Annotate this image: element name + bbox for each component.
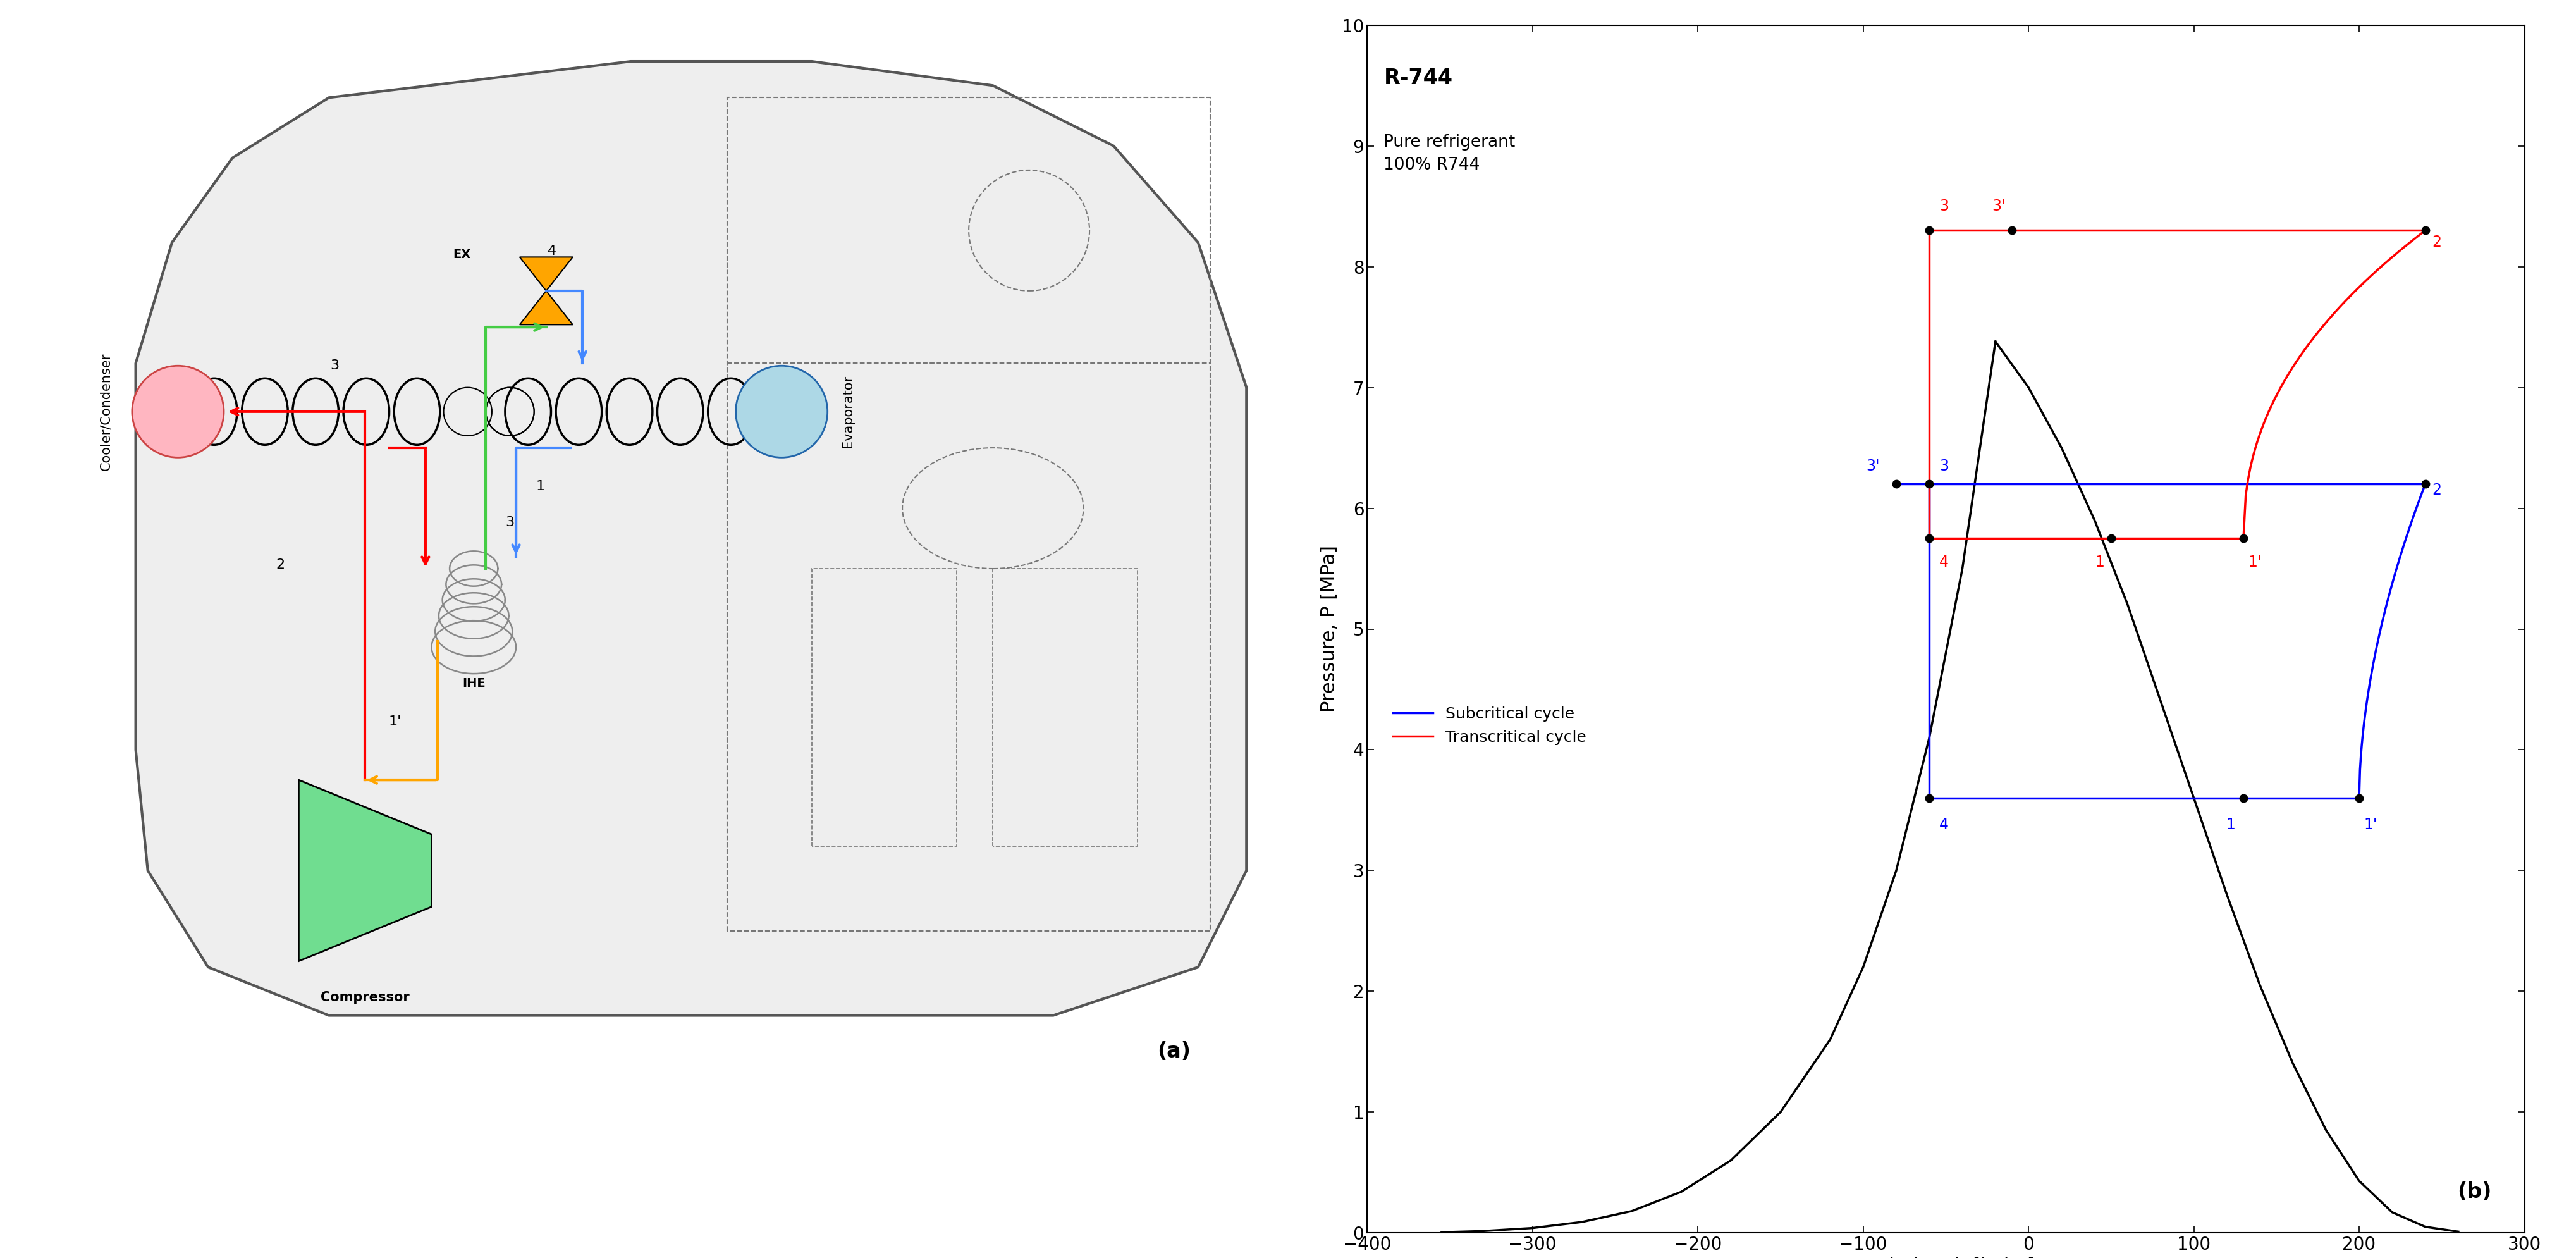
Text: 1: 1 — [2226, 816, 2236, 833]
Text: (b): (b) — [2458, 1181, 2491, 1203]
Text: 4: 4 — [549, 244, 556, 257]
Text: 3: 3 — [505, 516, 515, 528]
Polygon shape — [299, 780, 433, 961]
Text: 4: 4 — [1940, 816, 1947, 833]
Text: 3: 3 — [1940, 458, 1947, 473]
Text: 1': 1' — [389, 716, 402, 728]
Polygon shape — [137, 62, 1247, 1015]
Polygon shape — [520, 257, 572, 291]
Text: 3': 3' — [1865, 458, 1880, 473]
Circle shape — [131, 366, 224, 458]
Text: (a): (a) — [1157, 1042, 1190, 1062]
Polygon shape — [520, 291, 572, 325]
Text: R-744: R-744 — [1383, 68, 1453, 88]
Circle shape — [737, 366, 827, 458]
Text: 2: 2 — [276, 559, 286, 571]
Text: 1: 1 — [2094, 555, 2105, 570]
Text: 3': 3' — [1991, 199, 2004, 214]
Text: 1: 1 — [536, 481, 544, 493]
Text: Pure refrigerant
100% R744: Pure refrigerant 100% R744 — [1383, 133, 1515, 174]
Text: 4: 4 — [1940, 555, 1947, 570]
Text: EX: EX — [453, 249, 471, 260]
Text: 2: 2 — [2432, 483, 2442, 498]
Text: 2: 2 — [2432, 235, 2442, 250]
Text: IHE: IHE — [461, 677, 484, 689]
Text: 3: 3 — [330, 360, 340, 372]
Text: Cooler/Condenser: Cooler/Condenser — [100, 352, 111, 470]
Text: Compressor: Compressor — [319, 991, 410, 1004]
Y-axis label: Pressure, P [MPa]: Pressure, P [MPa] — [1319, 546, 1337, 712]
Text: 1': 1' — [2249, 555, 2262, 570]
Legend: Subcritical cycle, Transcritical cycle: Subcritical cycle, Transcritical cycle — [1386, 701, 1592, 751]
Text: 3: 3 — [1940, 199, 1947, 214]
Text: 1': 1' — [2365, 816, 2378, 833]
Text: Evaporator: Evaporator — [842, 375, 855, 448]
